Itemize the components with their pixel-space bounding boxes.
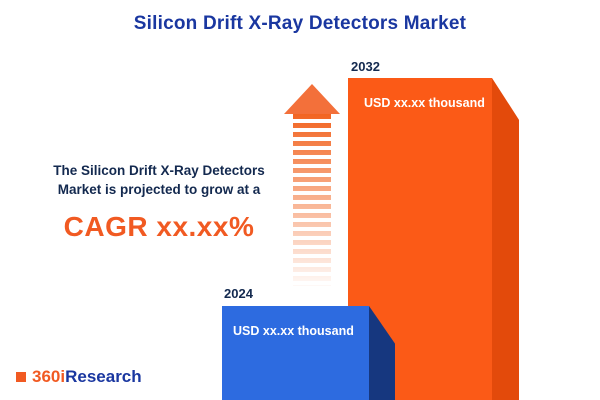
bar-2024 [222,306,369,400]
bar-value-2024: USD xx.xx thousand [233,324,354,338]
bar-2032-side-face [492,78,519,400]
brand-logo: 360iResearch [16,367,142,387]
arrow-stripes [293,114,331,286]
description-line1: The Silicon Drift X-Ray Detectors [53,163,265,178]
bar-label-2024: 2024 [224,286,253,301]
logo-text: 360iResearch [32,367,142,387]
growth-arrow-icon [284,84,340,288]
logo-mark-icon [16,372,26,382]
market-description: The Silicon Drift X-Ray Detectors Market… [18,162,300,247]
cagr-text: CAGR xx.xx% [63,211,255,243]
bar-label-2032: 2032 [351,59,380,74]
page-title: Silicon Drift X-Ray Detectors Market [133,13,467,34]
bar-value-2032: USD xx.xx thousand [364,96,485,110]
description-line2: Market is projected to grow at a [57,181,261,197]
arrow-head-icon [284,84,340,114]
logo-text-360i: 360i [32,367,66,386]
logo-text-research: Research [65,367,142,386]
